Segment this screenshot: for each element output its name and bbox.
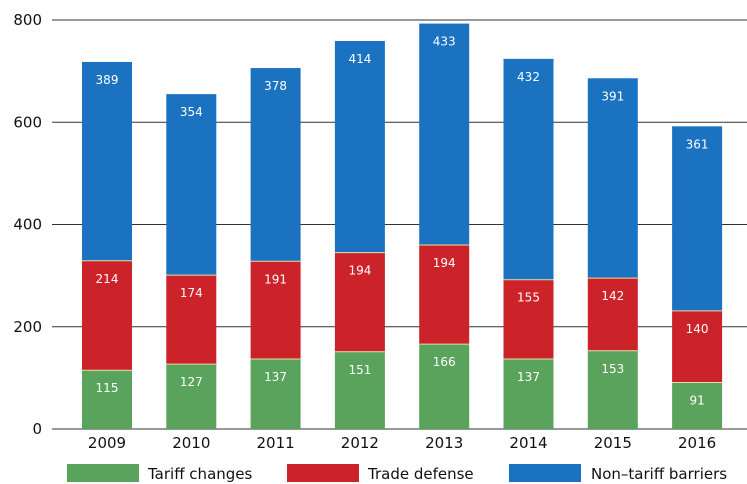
bar-segment bbox=[82, 370, 132, 429]
legend-label: Tariff changes bbox=[147, 465, 253, 483]
data-label: 214 bbox=[96, 272, 119, 286]
y-tick-label: 0 bbox=[32, 420, 42, 438]
bar-segment bbox=[587, 278, 638, 351]
data-label: 137 bbox=[264, 370, 287, 384]
data-labels: 115 214 389 127 174 354 137 191 378 151 194 414 166 1… bbox=[96, 35, 709, 408]
bar-segment bbox=[166, 275, 217, 365]
bar-segment bbox=[503, 58, 554, 280]
y-tick-label: 600 bbox=[13, 113, 42, 131]
bar-segment bbox=[82, 260, 132, 371]
bar-segment bbox=[587, 350, 638, 429]
bar-segment bbox=[672, 126, 723, 311]
bar-segment bbox=[166, 94, 217, 276]
bar-segment bbox=[82, 61, 132, 261]
bar-segment bbox=[334, 252, 385, 352]
legend-swatch bbox=[287, 464, 359, 482]
data-label: 432 bbox=[517, 70, 540, 84]
x-tick-label: 2016 bbox=[678, 434, 716, 452]
data-label: 389 bbox=[96, 73, 119, 87]
data-label: 194 bbox=[348, 264, 371, 278]
bars bbox=[82, 23, 723, 429]
x-tick-label: 2014 bbox=[509, 434, 547, 452]
data-label: 91 bbox=[689, 393, 704, 407]
data-label: 166 bbox=[433, 355, 456, 369]
bar-segment bbox=[334, 351, 385, 429]
data-label: 174 bbox=[180, 286, 203, 300]
bar-segment bbox=[419, 344, 470, 429]
bar-segment bbox=[250, 68, 301, 262]
y-tick-label: 400 bbox=[13, 216, 42, 234]
legend: Tariff changes Trade defense Non–tariff ba… bbox=[67, 464, 727, 483]
bar-segment bbox=[503, 279, 554, 359]
data-label: 140 bbox=[686, 322, 709, 336]
x-tick-label: 2009 bbox=[88, 434, 126, 452]
x-tick-label: 2013 bbox=[425, 434, 463, 452]
y-tick-label: 800 bbox=[13, 11, 42, 29]
data-label: 142 bbox=[601, 289, 624, 303]
x-axis: 2009 2010 2011 2012 2013 2014 2015 2016 bbox=[88, 434, 716, 452]
data-label: 354 bbox=[180, 105, 203, 119]
legend-label: Trade defense bbox=[367, 465, 474, 483]
bar-segment bbox=[419, 244, 470, 345]
legend-label: Non–tariff barriers bbox=[591, 465, 727, 483]
data-label: 115 bbox=[96, 381, 119, 395]
legend-swatch bbox=[67, 464, 139, 482]
bar-segment bbox=[250, 358, 301, 429]
bar-segment bbox=[672, 382, 723, 429]
data-label: 151 bbox=[348, 363, 371, 377]
data-label: 153 bbox=[601, 362, 624, 376]
x-tick-label: 2015 bbox=[594, 434, 632, 452]
bar-segment bbox=[419, 23, 470, 245]
x-tick-label: 2010 bbox=[172, 434, 210, 452]
data-label: 191 bbox=[264, 272, 287, 286]
bar-segment bbox=[587, 78, 638, 279]
data-label: 155 bbox=[517, 291, 540, 305]
x-tick-label: 2011 bbox=[257, 434, 295, 452]
bar-segment bbox=[250, 261, 301, 359]
data-label: 378 bbox=[264, 79, 287, 93]
legend-swatch bbox=[509, 464, 581, 482]
bar-segment bbox=[672, 310, 723, 383]
data-label: 127 bbox=[180, 375, 203, 389]
data-label: 194 bbox=[433, 256, 456, 270]
x-tick-label: 2012 bbox=[341, 434, 379, 452]
bar-segment bbox=[334, 40, 385, 253]
data-label: 414 bbox=[348, 52, 371, 66]
y-tick-label: 200 bbox=[13, 318, 42, 336]
data-label: 361 bbox=[686, 137, 709, 151]
data-label: 137 bbox=[517, 370, 540, 384]
bar-segment bbox=[166, 364, 217, 429]
bar-segment bbox=[503, 358, 554, 429]
data-label: 433 bbox=[433, 35, 456, 49]
data-label: 391 bbox=[601, 89, 624, 103]
